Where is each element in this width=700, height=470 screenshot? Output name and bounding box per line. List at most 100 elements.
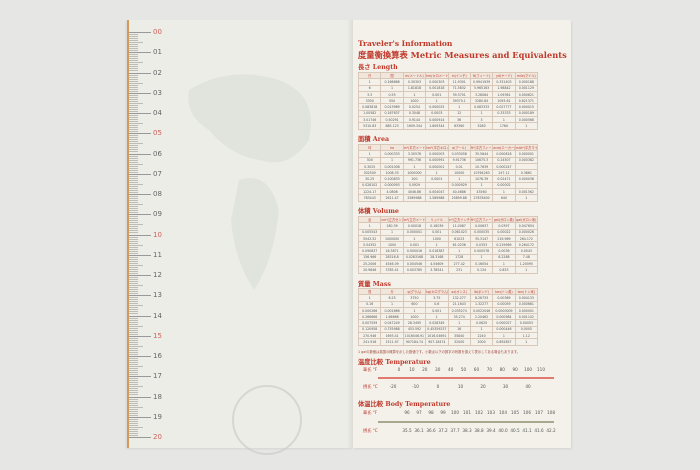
ruler-minor-tick bbox=[129, 222, 138, 224]
ruler-minor-tick bbox=[129, 64, 138, 66]
table-cell: 0.000661 bbox=[514, 300, 539, 308]
scale-value: 30 bbox=[435, 367, 441, 372]
header-row: 貫斤 g(グラム) kg(キログラム) oz(オンス) lb(ポンド) ton(トン英) t… bbox=[357, 287, 539, 296]
ruler-major-tick bbox=[129, 113, 151, 114]
table-row: 0.16 1 600 0.6 21.1643 1.32277 0.00059 0.000661 bbox=[357, 300, 539, 308]
ruler-minor-tick bbox=[129, 252, 138, 254]
ruler-label: 13 bbox=[153, 291, 162, 300]
ruler-minor-tick bbox=[129, 392, 138, 394]
ruler-minor-tick bbox=[129, 145, 138, 147]
ruler-minor-tick bbox=[129, 372, 138, 374]
ruler-minor-tick bbox=[129, 307, 138, 309]
table-row: 241.916 1511.97 907184.74 907.18474 32000 200… bbox=[357, 338, 539, 346]
f-label: 華氏 °F bbox=[363, 367, 378, 372]
header-row: 合cm³(立方センチ)m³(立方メートル)リットルin³(立方インチ)ft³(立… bbox=[357, 215, 539, 224]
table-row: 5.54352 1000 0.001 1 61.0236 0.0353 0.219969 0.… bbox=[357, 241, 539, 249]
header-row: 尺間m(メートル)km(キロメートル)in(インチ)ft(フィート)yd(ヤード… bbox=[357, 71, 539, 80]
column-header: m²(平方メートル) bbox=[402, 143, 427, 152]
table-cell: 3785.41 bbox=[380, 266, 404, 274]
ruler-minor-tick bbox=[129, 88, 138, 90]
scale-value: 102 bbox=[475, 410, 483, 415]
ruler-minor-tick bbox=[129, 422, 138, 424]
ruler-minor-tick bbox=[129, 123, 143, 125]
section-heading: 体積 Volume bbox=[358, 208, 399, 215]
page-subtitle: 度量衡換算表 Metric Measures and Equivalents bbox=[358, 50, 567, 60]
ruler-minor-tick bbox=[129, 277, 138, 279]
ruler-minor-tick bbox=[129, 202, 138, 204]
ruler-minor-tick bbox=[129, 183, 143, 185]
ruler-minor-tick bbox=[129, 366, 143, 368]
ruler-minor-tick bbox=[129, 272, 138, 274]
ruler-minor-tick bbox=[129, 343, 138, 345]
table-row: 0.000266 0.001666 1 0.001 0.035274 0.0022046 0… bbox=[357, 306, 539, 315]
table-cell: 0.000621 bbox=[514, 90, 539, 99]
ruler-minor-tick bbox=[129, 224, 143, 226]
column-header: cm³(立方センチ) bbox=[380, 215, 404, 224]
table-row: 783443 2611.47 2589988 2.589988 25899.88 2787… bbox=[357, 194, 539, 202]
ruler-minor-tick bbox=[129, 62, 143, 64]
ruler-minor-tick bbox=[129, 119, 138, 121]
ruler-minor-tick bbox=[129, 230, 138, 232]
ruler-minor-tick bbox=[129, 262, 138, 264]
ruler-minor-tick bbox=[129, 291, 138, 293]
ruler-major-tick bbox=[129, 133, 151, 135]
scale-value: 40 bbox=[447, 367, 454, 372]
ruler-minor-tick bbox=[129, 240, 138, 242]
ruler-minor-tick bbox=[129, 246, 138, 248]
ruler-minor-tick bbox=[129, 408, 138, 410]
ruler-major-tick bbox=[129, 416, 151, 418]
table-row: 0.083818 0.013969 0.0254 0.000025 1 0.083333 0… bbox=[357, 103, 539, 111]
ruler-minor-tick bbox=[129, 402, 138, 404]
ruler-minor-tick bbox=[129, 165, 138, 167]
ruler-minor-tick bbox=[129, 96, 138, 98]
ruler-minor-tick bbox=[129, 149, 138, 151]
ruler-minor-tick bbox=[129, 34, 138, 36]
ruler-minor-tick bbox=[129, 60, 138, 62]
ruler-minor-tick bbox=[129, 78, 138, 80]
scale-value: 41.1 bbox=[522, 428, 532, 433]
table-cell: 640 bbox=[492, 194, 516, 202]
table-row: 0.090837 16.3871 0.000016 0.016387 1 0.000578… bbox=[357, 247, 539, 255]
ruler-minor-tick bbox=[129, 36, 138, 38]
scale-value: 106 bbox=[523, 410, 531, 415]
ruler-minor-tick bbox=[129, 206, 138, 208]
ruler-major-tick bbox=[129, 214, 151, 216]
scale-value: 37.7 bbox=[450, 428, 460, 433]
table-cell: 1.609344 bbox=[425, 122, 449, 130]
ruler-minor-tick bbox=[129, 135, 138, 137]
scale-value: 108 bbox=[547, 410, 555, 415]
table-cell: 907.18474 bbox=[425, 338, 449, 346]
ruler-minor-tick bbox=[129, 157, 138, 159]
ruler-minor-tick bbox=[129, 264, 143, 266]
ruler-minor-tick bbox=[129, 349, 138, 351]
ruler-minor-tick bbox=[129, 100, 138, 102]
table-cell: 783443 bbox=[357, 194, 382, 202]
column-header: ton(トン米) bbox=[514, 287, 539, 296]
scale-value: 36.6 bbox=[426, 428, 436, 433]
conversion-table: 合cm³(立方センチ)m³(立方メートル)リットルin³(立方インチ)ft³(立… bbox=[357, 215, 539, 274]
ruler-minor-tick bbox=[129, 82, 143, 84]
ruler-minor-tick bbox=[129, 390, 138, 392]
table-cell: 1 bbox=[514, 338, 539, 346]
scale-value: 96 bbox=[404, 410, 410, 415]
ruler-minor-tick bbox=[129, 323, 138, 325]
ruler-major-tick bbox=[129, 194, 151, 195]
ruler-minor-tick bbox=[129, 347, 138, 349]
table-row: 3.3 0.55 1 0.001 39.3701 3.28084 1.09361 0.0006… bbox=[357, 90, 539, 99]
ruler-minor-tick bbox=[129, 248, 138, 250]
ruler-major-tick bbox=[129, 153, 151, 155]
scale-value: 0 bbox=[397, 367, 401, 372]
ruler-minor-tick bbox=[129, 131, 138, 133]
table-cell: 2611.47 bbox=[380, 194, 404, 202]
scale-value: 97 bbox=[416, 410, 422, 415]
scale-value: 103 bbox=[487, 410, 495, 415]
ruler-minor-tick bbox=[129, 319, 138, 321]
ruler-major-tick bbox=[129, 437, 151, 438]
ruler-minor-tick bbox=[129, 279, 138, 281]
column-header: ft(フィート) bbox=[469, 71, 494, 80]
table-cell: 0.003785 bbox=[402, 266, 427, 274]
body-temperature-line bbox=[378, 421, 554, 423]
table-cell: 1760 bbox=[492, 122, 516, 130]
scale-value: 104 bbox=[499, 410, 507, 415]
ruler-minor-tick bbox=[129, 121, 138, 123]
